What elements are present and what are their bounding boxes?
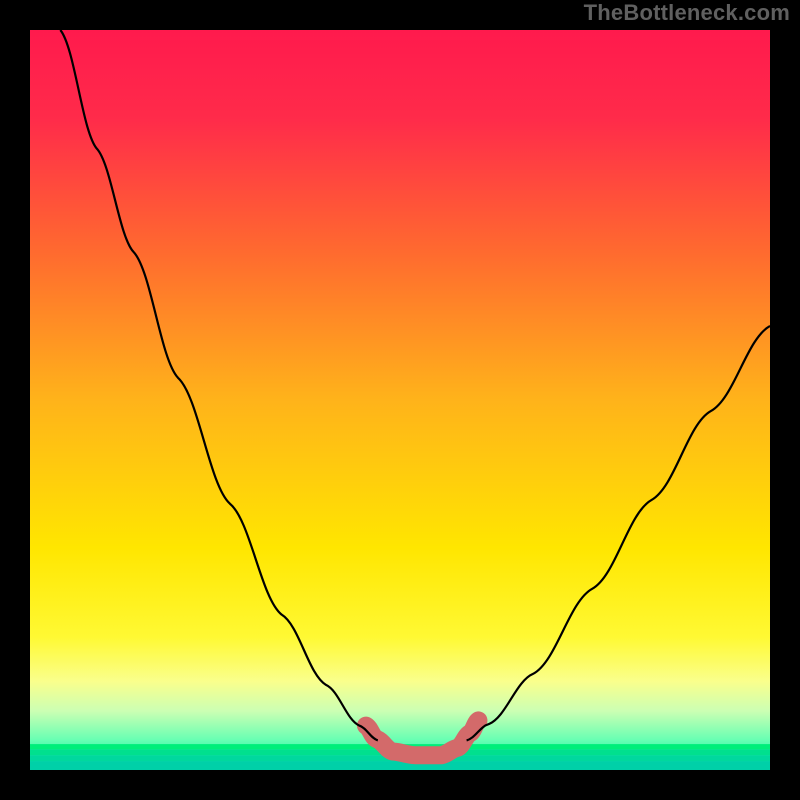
bottleneck-chart bbox=[30, 30, 770, 770]
site-watermark: TheBottleneck.com bbox=[584, 0, 790, 26]
gradient-background bbox=[30, 30, 770, 770]
chart-area bbox=[30, 30, 770, 770]
